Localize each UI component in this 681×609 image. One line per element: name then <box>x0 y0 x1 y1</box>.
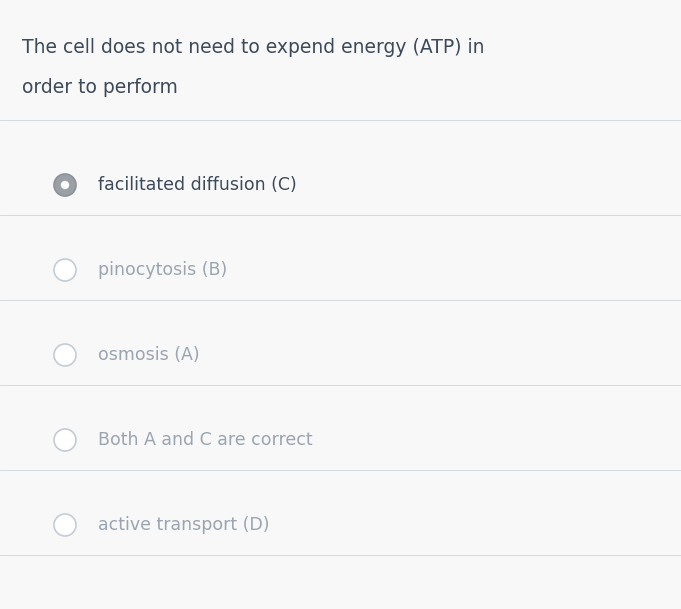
Circle shape <box>54 429 76 451</box>
Circle shape <box>54 259 76 281</box>
Text: active transport (D): active transport (D) <box>98 516 270 534</box>
Text: order to perform: order to perform <box>22 78 178 97</box>
Circle shape <box>54 514 76 536</box>
Text: osmosis (A): osmosis (A) <box>98 346 200 364</box>
Text: Both A and C are correct: Both A and C are correct <box>98 431 313 449</box>
Circle shape <box>54 174 76 196</box>
Text: facilitated diffusion (C): facilitated diffusion (C) <box>98 176 297 194</box>
Circle shape <box>54 344 76 366</box>
Text: The cell does not need to expend energy (ATP) in: The cell does not need to expend energy … <box>22 38 484 57</box>
Circle shape <box>61 181 69 189</box>
Text: pinocytosis (B): pinocytosis (B) <box>98 261 227 279</box>
